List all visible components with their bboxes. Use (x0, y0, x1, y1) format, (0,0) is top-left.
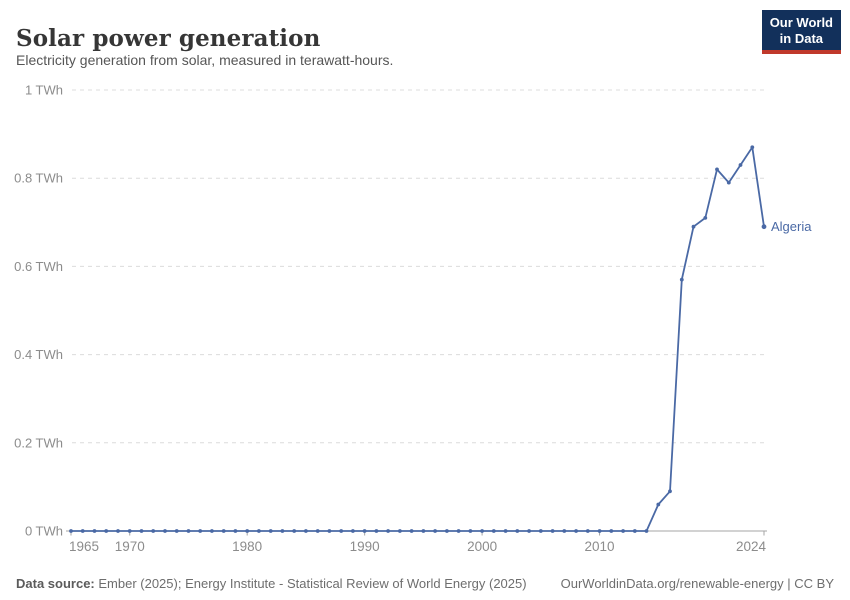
chart-subtitle: Electricity generation from solar, measu… (16, 52, 394, 68)
chart-footer: Data source: Ember (2025); Energy Instit… (16, 576, 834, 591)
data-point (362, 529, 367, 533)
data-point (644, 529, 649, 533)
data-point (116, 529, 120, 533)
data-point (715, 167, 719, 172)
data-point (550, 529, 555, 533)
data-point (574, 529, 578, 533)
y-axis-label: 0.2 TWh (14, 435, 63, 450)
y-axis-label: 0.4 TWh (14, 347, 63, 362)
data-point (80, 529, 85, 533)
data-point (433, 529, 437, 533)
data-point (374, 529, 379, 533)
data-point (221, 529, 226, 533)
data-point (527, 529, 531, 533)
data-point (186, 529, 191, 533)
data-point (761, 224, 767, 230)
y-axis-label: 0.8 TWh (14, 171, 63, 186)
data-point (398, 529, 402, 533)
data-point (268, 529, 273, 533)
data-point (245, 529, 250, 533)
data-source-note: Data source: Ember (2025); Energy Instit… (16, 576, 527, 591)
data-point (691, 224, 696, 229)
data-point (327, 529, 332, 533)
x-axis-label: 2000 (467, 539, 497, 554)
data-point (738, 163, 743, 167)
y-axis-label: 0 TWh (25, 524, 63, 539)
data-point (292, 529, 297, 533)
series-label-algeria[interactable]: Algeria (771, 219, 812, 234)
data-point (703, 216, 708, 220)
data-point (127, 529, 132, 533)
data-point (597, 529, 602, 533)
data-point (656, 502, 661, 507)
owid-logo-line1: Our World (769, 15, 833, 30)
data-point (339, 529, 344, 533)
data-point (386, 529, 390, 533)
data-point (456, 529, 461, 533)
data-point (304, 529, 308, 533)
data-point (585, 529, 590, 533)
data-point (468, 529, 473, 533)
x-axis-label: 1970 (115, 539, 145, 554)
data-point (280, 529, 285, 533)
data-line-algeria[interactable] (70, 146, 765, 532)
data-point (480, 529, 484, 533)
data-point (151, 529, 156, 533)
y-axis-label: 1 TWh (25, 83, 63, 98)
data-point (198, 529, 203, 533)
data-point (421, 529, 426, 533)
data-point (233, 529, 238, 533)
data-point (315, 529, 320, 533)
owid-logo[interactable]: Our World in Data (761, 10, 841, 55)
data-point (445, 529, 449, 533)
owid-link[interactable]: OurWorldinData.org/renewable-energy | CC… (560, 576, 834, 591)
data-point (515, 529, 520, 533)
data-source-text: Ember (2025); Energy Institute - Statist… (94, 576, 527, 591)
data-point (69, 529, 73, 533)
x-axis-label: 1980 (232, 539, 262, 554)
data-point (668, 489, 672, 494)
data-point (679, 277, 684, 282)
data-source-label: Data source: (16, 576, 95, 591)
data-point (210, 529, 214, 533)
data-point (726, 180, 731, 185)
data-point (351, 529, 355, 533)
data-point (609, 529, 614, 533)
data-point (503, 529, 508, 533)
data-point (621, 529, 625, 533)
x-axis-label: 1990 (350, 539, 380, 554)
data-point (491, 529, 496, 533)
data-point (562, 529, 567, 533)
data-point (538, 529, 543, 533)
data-point (139, 529, 144, 533)
data-point (750, 145, 755, 150)
x-axis-label: 2024 (736, 539, 767, 554)
x-axis-label: 2010 (585, 539, 615, 554)
data-point (104, 529, 109, 533)
data-point (92, 529, 97, 533)
owid-logo-line2: in Data (779, 30, 824, 46)
data-point (632, 529, 637, 533)
data-point (257, 529, 261, 533)
page-title: Solar power generation (16, 25, 321, 53)
data-point (409, 529, 414, 533)
data-point (174, 529, 179, 533)
y-axis-label: 0.6 TWh (14, 259, 63, 274)
data-point (163, 529, 167, 533)
x-axis-label: 1965 (69, 539, 99, 554)
